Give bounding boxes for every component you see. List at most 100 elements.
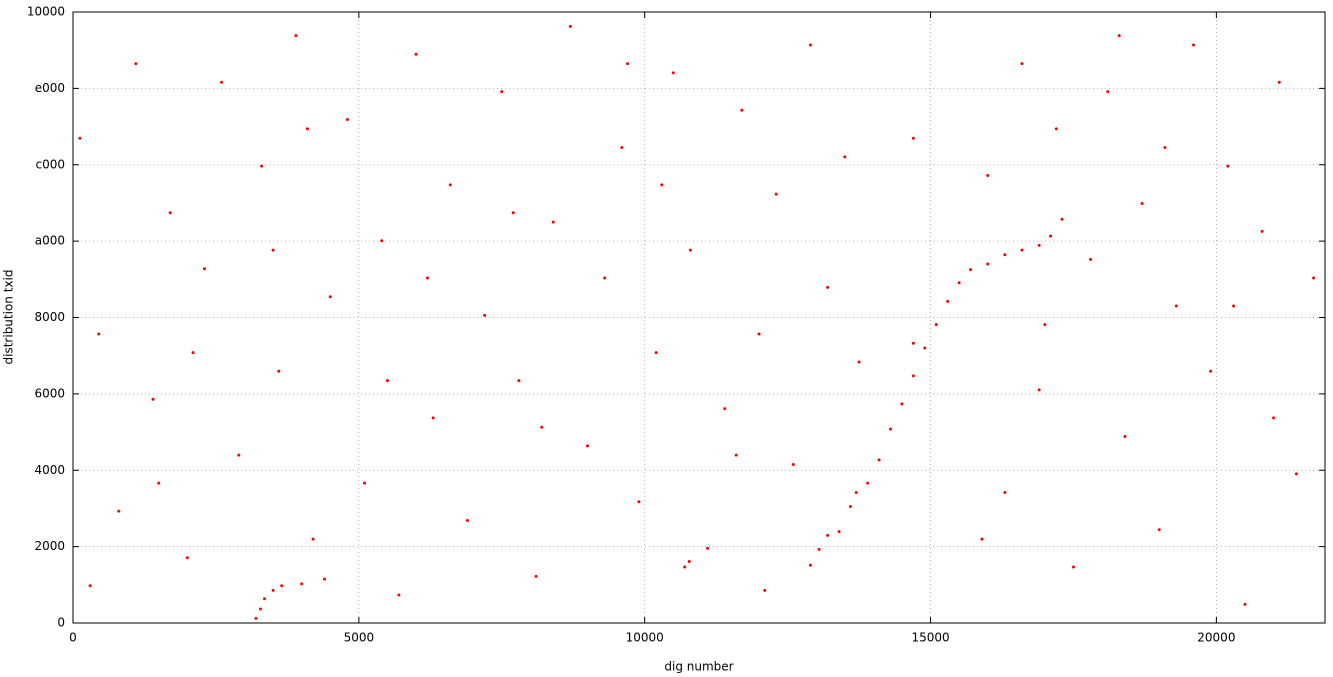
point bbox=[1106, 90, 1110, 94]
point bbox=[683, 565, 687, 569]
point bbox=[1260, 229, 1264, 233]
point bbox=[723, 407, 727, 411]
x-axis-label: dig number bbox=[664, 660, 733, 674]
point bbox=[757, 332, 761, 336]
point bbox=[202, 267, 206, 271]
point bbox=[1140, 201, 1144, 205]
y-tick-label: 0 bbox=[57, 616, 65, 630]
point bbox=[934, 323, 938, 327]
point bbox=[511, 211, 515, 215]
point bbox=[517, 379, 521, 383]
point bbox=[889, 427, 893, 431]
point bbox=[1060, 217, 1064, 221]
y-tick-label: 4000 bbox=[34, 463, 65, 477]
point bbox=[157, 481, 161, 485]
point bbox=[1174, 304, 1178, 308]
point bbox=[1089, 257, 1093, 261]
point bbox=[385, 379, 389, 383]
point bbox=[980, 537, 984, 541]
point bbox=[1226, 164, 1230, 168]
y-tick-label: a000 bbox=[35, 234, 65, 248]
y-tick-label: c000 bbox=[35, 157, 65, 171]
plot-frame bbox=[72, 11, 1326, 624]
point bbox=[397, 593, 401, 597]
point bbox=[826, 533, 830, 537]
point bbox=[568, 24, 572, 28]
point bbox=[540, 425, 544, 429]
point bbox=[620, 146, 624, 150]
point bbox=[986, 262, 990, 266]
point bbox=[1277, 80, 1281, 84]
point bbox=[626, 62, 630, 66]
x-tick-label: 0 bbox=[69, 631, 77, 645]
point bbox=[363, 481, 367, 485]
point bbox=[877, 458, 881, 462]
point bbox=[1232, 304, 1236, 308]
point bbox=[277, 369, 281, 373]
point bbox=[534, 574, 538, 578]
point bbox=[97, 332, 101, 336]
point bbox=[837, 530, 841, 534]
point bbox=[791, 463, 795, 467]
point bbox=[465, 518, 469, 522]
point bbox=[900, 402, 904, 406]
point bbox=[637, 500, 641, 504]
point bbox=[500, 90, 504, 94]
point bbox=[88, 584, 92, 588]
point bbox=[1312, 276, 1316, 280]
point bbox=[586, 444, 590, 448]
point bbox=[280, 584, 284, 588]
point bbox=[1037, 243, 1041, 247]
point bbox=[1157, 528, 1161, 532]
point bbox=[271, 588, 275, 592]
point bbox=[414, 52, 418, 56]
point bbox=[448, 183, 452, 187]
point bbox=[1003, 490, 1007, 494]
point bbox=[134, 62, 138, 66]
y-tick-label: 2000 bbox=[34, 539, 65, 553]
point bbox=[1163, 146, 1167, 150]
point bbox=[551, 220, 555, 224]
x-tick-label: 20000 bbox=[1197, 631, 1235, 645]
point bbox=[311, 537, 315, 541]
point bbox=[1123, 435, 1127, 439]
point bbox=[817, 547, 821, 551]
x-tick-label: 10000 bbox=[626, 631, 664, 645]
point bbox=[1043, 323, 1047, 327]
point bbox=[1037, 388, 1041, 392]
point bbox=[345, 118, 349, 122]
point bbox=[986, 173, 990, 177]
point bbox=[431, 416, 435, 420]
point bbox=[220, 80, 224, 84]
point bbox=[911, 341, 915, 345]
point bbox=[911, 136, 915, 140]
point bbox=[191, 351, 195, 355]
point bbox=[151, 397, 155, 401]
point bbox=[808, 43, 812, 47]
point bbox=[687, 559, 691, 563]
point bbox=[866, 481, 870, 485]
point bbox=[294, 34, 298, 38]
y-tick-label: e000 bbox=[35, 81, 65, 95]
point bbox=[1003, 253, 1007, 257]
point bbox=[1272, 416, 1276, 420]
point bbox=[826, 285, 830, 289]
point bbox=[483, 313, 487, 317]
point bbox=[328, 295, 332, 299]
point bbox=[117, 509, 121, 513]
point bbox=[911, 374, 915, 378]
point bbox=[259, 607, 263, 611]
point bbox=[300, 582, 304, 586]
point bbox=[848, 504, 852, 508]
point bbox=[706, 546, 710, 550]
point bbox=[425, 276, 429, 280]
point bbox=[263, 597, 267, 601]
y-tick-label: 8000 bbox=[34, 310, 65, 324]
point bbox=[734, 453, 738, 457]
point bbox=[774, 192, 778, 196]
point bbox=[854, 490, 858, 494]
point bbox=[1294, 472, 1298, 476]
point bbox=[763, 588, 767, 592]
point bbox=[260, 164, 264, 168]
